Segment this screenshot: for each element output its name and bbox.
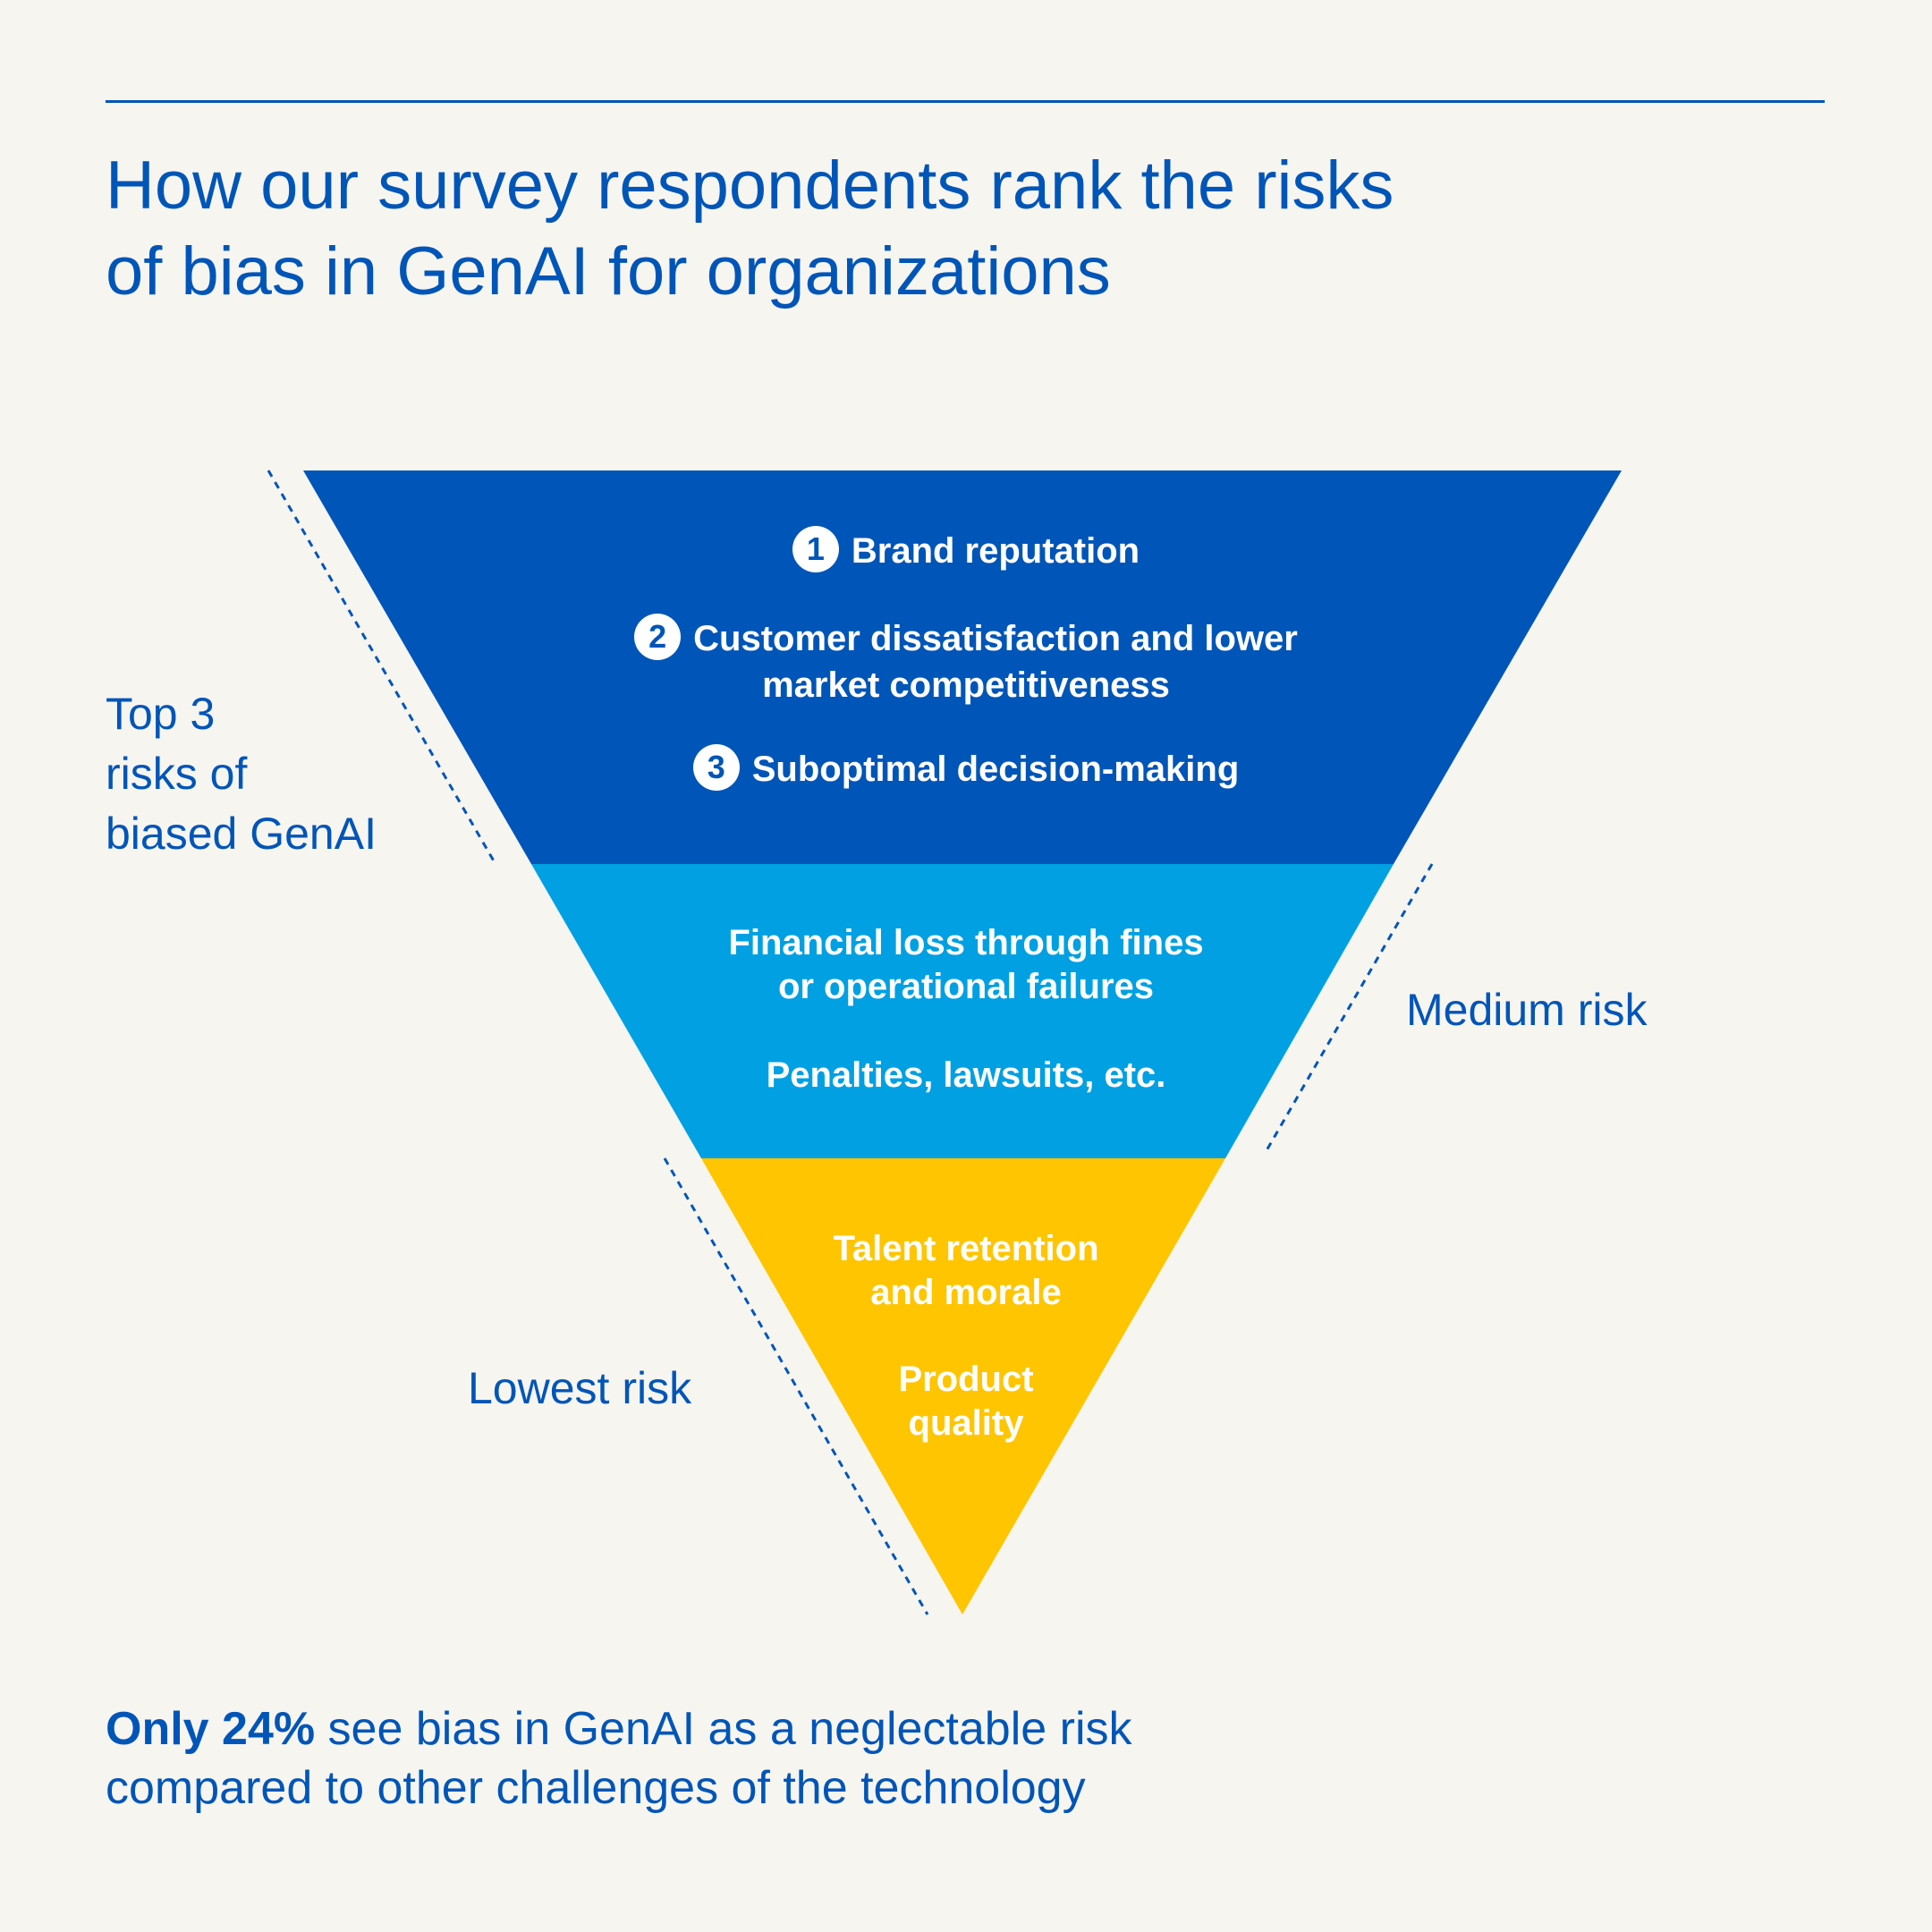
- number-3-badge: 3: [692, 744, 740, 792]
- top-dashed-line: [267, 470, 497, 865]
- top-risk-2: 2 Customer dissatisfaction and lower mark…: [0, 614, 1932, 708]
- risk-text: Financial loss through fines: [728, 923, 1204, 962]
- low-risk-1: Talent retention and morale: [0, 1227, 1932, 1315]
- risk-text: Talent retention: [833, 1229, 1099, 1268]
- risk-text: and morale: [870, 1273, 1062, 1312]
- risk-text: Penalties, lawsuits, etc.: [766, 1055, 1166, 1095]
- footnote-text-2: compared to other challenges of the tech…: [106, 1762, 1086, 1814]
- risk-text: Suboptimal decision-making: [751, 750, 1240, 789]
- top-rule: [106, 100, 1825, 103]
- funnel-top-band: [303, 470, 1622, 864]
- footnote-text: see bias in GenAI as a neglectable risk: [315, 1703, 1132, 1755]
- medium-risk-1: Financial loss through fines or operatio…: [0, 921, 1932, 1009]
- page-title: How our survey respondents rank the risk…: [106, 143, 1805, 315]
- number-1-badge: 1: [792, 526, 839, 573]
- risk-text: or operational failures: [777, 967, 1155, 1006]
- risk-text: Brand reputation: [851, 531, 1140, 571]
- lowest-risk-label: Lowest risk: [468, 1363, 692, 1413]
- funnel-middle-band: [531, 864, 1394, 1158]
- risk-text: Product: [898, 1360, 1034, 1399]
- funnel-bottom-band: [701, 1158, 1225, 1614]
- footnote: Only 24% see bias in GenAI as a neglecta…: [106, 1699, 1132, 1818]
- number-2-badge: 2: [634, 614, 682, 661]
- medium-dashed-line: [1264, 863, 1434, 1153]
- top-risk-1: 1 Brand reputation: [0, 526, 1932, 576]
- low-risk-2: Product quality: [0, 1358, 1932, 1445]
- footnote-highlight: Only 24%: [106, 1703, 316, 1755]
- risk-text: quality: [908, 1403, 1024, 1443]
- medium-risk-label: Medium risk: [1406, 985, 1648, 1035]
- label-line: Top 3: [106, 689, 216, 739]
- medium-risk-2: Penalties, lawsuits, etc.: [0, 1054, 1932, 1097]
- label-line: biased GenAI: [106, 809, 377, 859]
- risk-text: market competitiveness: [762, 665, 1170, 706]
- risk-text: Customer dissatisfaction and lower: [693, 619, 1298, 658]
- top-risk-3: 3 Suboptimal decision-making: [0, 744, 1932, 794]
- label-line: risks of: [106, 749, 248, 799]
- title-line-2: of bias in GenAI for organizations: [106, 233, 1111, 309]
- top-risk-label: Top 3 risks of biased GenAI: [106, 684, 377, 864]
- title-line-1: How our survey respondents rank the risk…: [106, 148, 1394, 224]
